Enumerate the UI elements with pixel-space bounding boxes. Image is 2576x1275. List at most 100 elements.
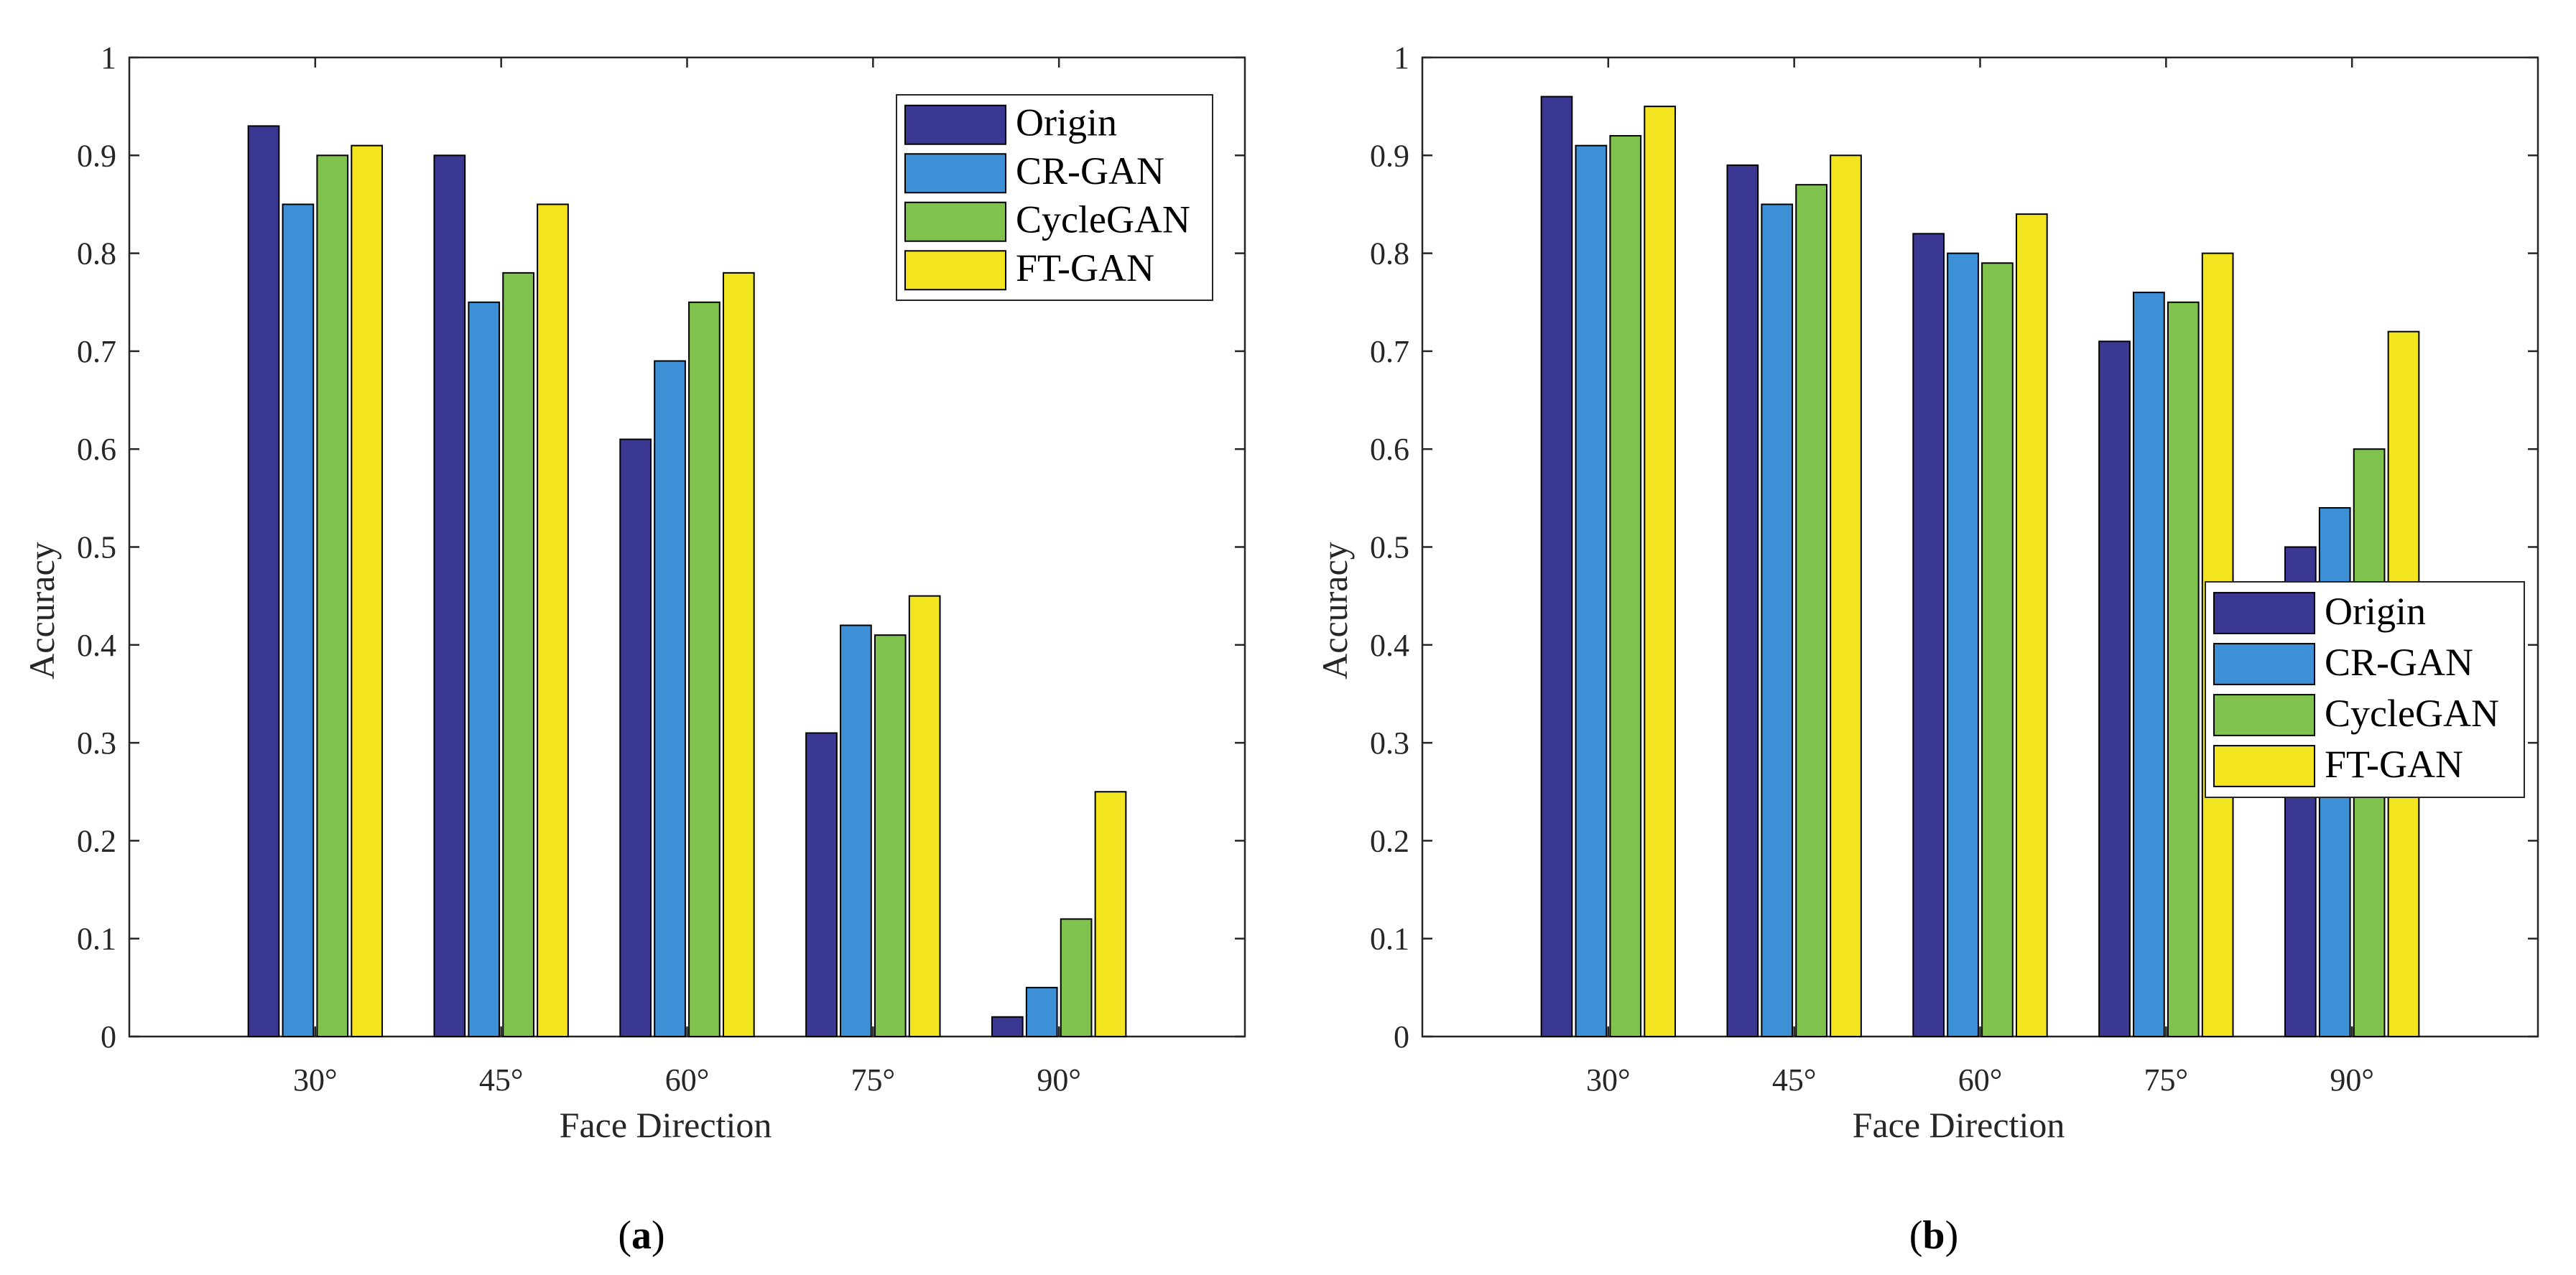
bar-cyclegan-2: [1795, 184, 1827, 1038]
legend-swatch-cyclegan: [2213, 694, 2315, 736]
bar-ft-gan-2: [537, 203, 569, 1038]
bar-origin-2: [433, 154, 466, 1037]
bar-cr-gan-3: [654, 360, 686, 1037]
legend-swatch-cyclegan: [904, 201, 1006, 242]
y-tick-label: 0: [101, 1019, 116, 1054]
bar-origin-2: [1726, 164, 1759, 1037]
y-tick-label: 0.2: [1370, 823, 1409, 858]
caption-close-paren: ): [1945, 1213, 1959, 1258]
bar-cyclegan-4: [2167, 301, 2200, 1037]
panel-caption: (a): [618, 1213, 664, 1258]
bar-cr-gan-1: [1575, 144, 1608, 1037]
caption-letter: b: [1922, 1213, 1945, 1258]
bar-origin-1: [247, 125, 280, 1037]
caption-close-paren: ): [652, 1213, 665, 1258]
y-tick-label: 0.6: [77, 432, 116, 467]
caption-open-paren: (: [618, 1213, 631, 1258]
bar-cyclegan-4: [874, 634, 907, 1037]
legend-label: CR-GAN: [1016, 149, 1164, 193]
bar-cr-gan-4: [840, 624, 872, 1037]
bar-cyclegan-5: [1060, 918, 1093, 1037]
y-tick-label: 0.7: [77, 334, 116, 369]
bar-origin-5: [991, 1016, 1024, 1037]
legend-swatch-ft-gan: [904, 250, 1006, 291]
bar-ft-gan-3: [722, 272, 755, 1037]
legend-label: CycleGAN: [2325, 692, 2499, 735]
chart-panel-b: 0 0.1 0.2 0.3 0.4 0.5 0.6 0.7 0.8 0.9 1 30° 45° 60° 75…: [1315, 40, 2539, 1258]
legend-swatch-origin: [904, 104, 1006, 145]
bar-origin-3: [619, 438, 652, 1037]
panel-caption: (b): [1909, 1213, 1958, 1258]
bar-cyclegan-2: [502, 272, 534, 1037]
bar-ft-gan-3: [2015, 213, 2048, 1038]
x-tick-label: 30°: [293, 1062, 338, 1098]
chart-panel-a: 0 0.1 0.2 0.3 0.4 0.5 0.6 0.7 0.8 0.9 1 30° 45° 60° 75…: [22, 40, 1246, 1258]
x-tick-label: 75°: [2144, 1062, 2189, 1098]
x-tick-label: 90°: [1037, 1062, 1081, 1098]
y-axis-label: Accuracy: [22, 542, 62, 680]
bar-ft-gan-1: [1644, 106, 1677, 1037]
x-axis-label: Face Direction: [560, 1105, 772, 1145]
y-tick-label: 0.9: [1370, 138, 1409, 173]
legend-label: Origin: [2325, 590, 2426, 633]
x-tick-label: 75°: [851, 1062, 896, 1098]
bar-origin-4: [2098, 340, 2131, 1037]
x-tick-label: 45°: [479, 1062, 524, 1098]
legend-swatch-cr-gan: [2213, 643, 2315, 685]
x-tick-label: 90°: [2330, 1062, 2374, 1098]
bar-cr-gan-5: [1025, 986, 1058, 1037]
legend: Origin CR-GAN CycleGAN FT-GAN: [2205, 581, 2525, 798]
legend-label: CycleGAN: [1016, 198, 1190, 241]
bar-ft-gan-1: [351, 144, 384, 1037]
y-tick-label: 0.2: [77, 823, 116, 858]
legend-label: FT-GAN: [1016, 246, 1154, 289]
y-tick-label: 1: [1394, 40, 1409, 75]
y-tick-label: 0.1: [1370, 922, 1409, 957]
bar-cr-gan-4: [2133, 292, 2165, 1037]
y-tick-label: 0.9: [77, 138, 116, 173]
y-tick-label: 0.5: [77, 530, 116, 565]
y-tick-label: 0.8: [77, 236, 116, 272]
x-axis-label: Face Direction: [1853, 1105, 2065, 1145]
legend-label: CR-GAN: [2325, 641, 2473, 684]
legend-label: FT-GAN: [2325, 743, 2463, 786]
bar-origin-3: [1912, 233, 1945, 1038]
y-tick-label: 0.4: [77, 628, 116, 663]
bar-cyclegan-3: [688, 301, 721, 1037]
legend-swatch-origin: [2213, 592, 2315, 634]
bar-cyclegan-1: [316, 154, 349, 1037]
y-tick-label: 0.1: [77, 922, 116, 957]
bar-cr-gan-3: [1947, 252, 1979, 1038]
legend-swatch-ft-gan: [2213, 745, 2315, 787]
y-tick-label: 0.4: [1370, 628, 1409, 663]
x-tick-label: 30°: [1586, 1062, 1631, 1098]
y-tick-label: 0.3: [77, 725, 116, 761]
bar-cr-gan-2: [468, 301, 501, 1037]
bar-cr-gan-1: [282, 203, 315, 1038]
bar-cr-gan-2: [1761, 203, 1794, 1038]
caption-open-paren: (: [1909, 1213, 1923, 1258]
y-tick-label: 0.7: [1370, 334, 1409, 369]
y-axis-label: Accuracy: [1315, 542, 1355, 680]
y-tick-label: 0.3: [1370, 725, 1409, 761]
legend-label: Origin: [1016, 101, 1117, 144]
y-tick-label: 0.5: [1370, 530, 1409, 565]
y-tick-label: 0.6: [1370, 432, 1409, 467]
bar-origin-1: [1540, 96, 1573, 1037]
x-tick-label: 60°: [665, 1062, 710, 1098]
caption-letter: a: [631, 1213, 652, 1258]
bar-cyclegan-1: [1609, 135, 1642, 1037]
bar-ft-gan-2: [1830, 154, 1862, 1037]
x-tick-label: 60°: [1958, 1062, 2003, 1098]
bar-ft-gan-5: [1094, 791, 1127, 1037]
legend: Origin CR-GAN CycleGAN FT-GAN: [896, 94, 1213, 301]
x-tick-label: 45°: [1772, 1062, 1817, 1098]
y-tick-label: 0.8: [1370, 236, 1409, 272]
bar-ft-gan-4: [908, 595, 941, 1037]
y-tick-label: 1: [101, 40, 116, 75]
legend-swatch-cr-gan: [904, 153, 1006, 194]
bar-origin-4: [805, 732, 838, 1037]
bar-cyclegan-3: [1981, 262, 2014, 1038]
plot-area: [1421, 56, 2539, 1038]
